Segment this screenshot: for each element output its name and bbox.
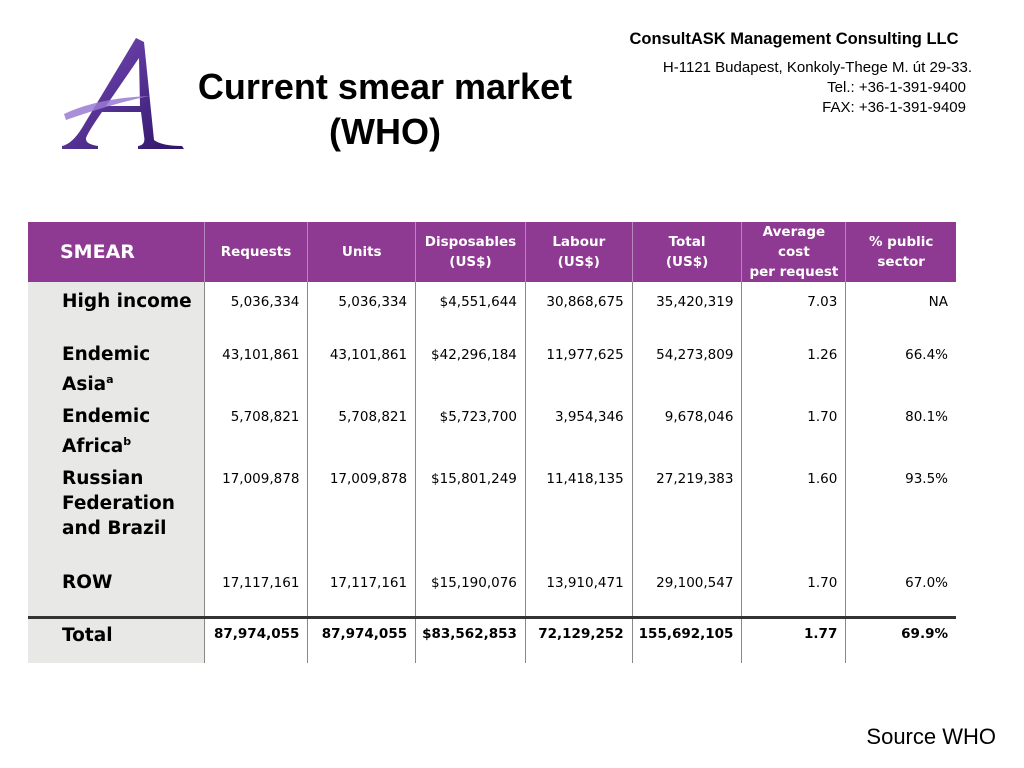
total-labour: 72,129,252 <box>524 616 633 663</box>
cell-public-sector: NA <box>845 282 956 335</box>
cell-disposables: $4,551,644 <box>415 282 526 335</box>
table-row: Endemic Africab 5,708,821 5,708,821 $5,7… <box>28 397 956 459</box>
footnote-marker: b <box>123 435 132 448</box>
table-row: High income 5,036,334 5,036,334 $4,551,6… <box>28 282 956 335</box>
cell-requests: 5,036,334 <box>203 282 308 335</box>
company-logo <box>58 36 188 151</box>
company-name: ConsultASK Management Consulting LLC <box>629 30 959 48</box>
cell-requests: 17,117,161 <box>203 563 308 618</box>
cell-total: 27,219,383 <box>631 459 742 563</box>
cell-labour: 11,418,135 <box>524 459 633 563</box>
table-row: Russian Federation and Brazil 17,009,878… <box>28 459 956 563</box>
header-requests: Requests <box>203 222 308 282</box>
total-disposables: $83,562,853 <box>415 616 526 663</box>
header-total: Total (US$) <box>631 222 742 282</box>
header-avg-line1: Average cost <box>762 224 826 260</box>
total-average-cost: 1.77 <box>741 616 846 663</box>
cell-average-cost: 1.26 <box>741 335 846 397</box>
cell-units: 5,036,334 <box>307 282 416 335</box>
cell-average-cost: 7.03 <box>741 282 846 335</box>
header-public-sector: % public sector <box>845 222 956 282</box>
cell-public-sector: 80.1% <box>845 397 956 459</box>
header-smear: SMEAR <box>28 222 205 282</box>
letter-a-logo-icon <box>62 38 184 149</box>
cell-average-cost: 1.70 <box>741 563 846 618</box>
cell-public-sector: 67.0% <box>845 563 956 618</box>
smear-market-table: SMEAR Requests Units Disposables (US$) La… <box>28 222 956 663</box>
company-fax: FAX: +36-1-391-9409 <box>822 99 966 116</box>
total-public-sector: 69.9% <box>845 616 956 663</box>
cell-requests: 43,101,861 <box>203 335 308 397</box>
row-label-text: Endemic Africa <box>62 406 151 457</box>
total-label: Total <box>28 616 205 663</box>
cell-public-sector: 66.4% <box>845 335 956 397</box>
cell-total: 54,273,809 <box>631 335 742 397</box>
company-phone: Tel.: +36-1-391-9400 <box>827 79 966 96</box>
cell-disposables: $15,801,249 <box>415 459 526 563</box>
cell-labour: 30,868,675 <box>524 282 633 335</box>
header-public-line2: sector <box>877 254 925 270</box>
total-total: 155,692,105 <box>631 616 742 663</box>
row-label: High income <box>28 282 205 335</box>
cell-units: 43,101,861 <box>307 335 416 397</box>
table-row: Endemic Asiaa 43,101,861 43,101,861 $42,… <box>28 335 956 397</box>
table-row: ROW 17,117,161 17,117,161 $15,190,076 13… <box>28 563 956 618</box>
cell-units: 17,117,161 <box>307 563 416 618</box>
cell-total: 35,420,319 <box>631 282 742 335</box>
source-note: Source WHO <box>866 724 996 749</box>
cell-average-cost: 1.70 <box>741 397 846 459</box>
row-label: Endemic Africab <box>28 397 205 459</box>
total-requests: 87,974,055 <box>203 616 308 663</box>
cell-requests: 17,009,878 <box>203 459 308 563</box>
header-units: Units <box>307 222 416 282</box>
cell-average-cost: 1.60 <box>741 459 846 563</box>
header-avg-line2: per request <box>749 264 839 280</box>
header-labour: Labour (US$) <box>524 222 633 282</box>
row-label-line: and Brazil <box>62 518 167 539</box>
header-total-line2: (US$) <box>665 254 709 270</box>
cell-units: 5,708,821 <box>307 397 416 459</box>
table-total-row: Total 87,974,055 87,974,055 $83,562,853 … <box>28 616 956 663</box>
header-disposables: Disposables (US$) <box>415 222 526 282</box>
cell-disposables: $15,190,076 <box>415 563 526 618</box>
cell-total: 29,100,547 <box>631 563 742 618</box>
header-disposables-line2: (US$) <box>449 254 492 270</box>
cell-disposables: $5,723,700 <box>415 397 526 459</box>
header-public-line1: % public <box>868 234 934 250</box>
page-title: Current smear market (WHO) <box>170 64 600 154</box>
row-label: Endemic Asiaa <box>28 335 205 397</box>
row-label-line: Russian <box>62 468 144 489</box>
company-info: ConsultASK Management Consulting LLC H-1… <box>606 28 982 118</box>
title-line-2: (WHO) <box>329 111 441 152</box>
row-label: Russian Federation and Brazil <box>28 459 205 563</box>
total-units: 87,974,055 <box>307 616 416 663</box>
title-line-1: Current smear market <box>197 66 573 107</box>
cell-labour: 11,977,625 <box>524 335 633 397</box>
cell-public-sector: 93.5% <box>845 459 956 563</box>
cell-labour: 3,954,346 <box>524 397 633 459</box>
row-label: ROW <box>28 563 205 618</box>
cell-total: 9,678,046 <box>631 397 742 459</box>
cell-requests: 5,708,821 <box>203 397 308 459</box>
row-label-line: Federation <box>62 493 175 514</box>
table-header-row: SMEAR Requests Units Disposables (US$) La… <box>28 222 956 282</box>
cell-labour: 13,910,471 <box>524 563 633 618</box>
header-disposables-line1: Disposables <box>424 234 517 250</box>
company-address: H-1121 Budapest, Konkoly-Thege M. út 29-… <box>662 59 972 76</box>
row-label-text: Endemic Asia <box>62 344 151 395</box>
header-average-cost: Average cost per request <box>741 222 846 282</box>
cell-disposables: $42,296,184 <box>415 335 526 397</box>
cell-units: 17,009,878 <box>307 459 416 563</box>
header-total-line1: Total <box>668 234 706 250</box>
footnote-marker: a <box>106 373 114 386</box>
row-label-text: High income <box>62 291 192 312</box>
row-label-text: ROW <box>62 572 113 593</box>
